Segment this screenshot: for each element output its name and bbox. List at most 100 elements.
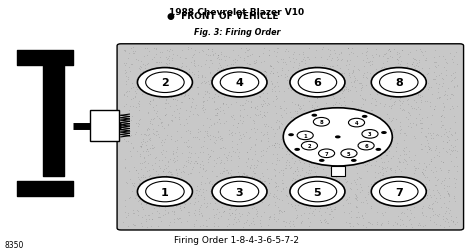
Point [183,195,191,199]
Point [197,182,205,186]
Point [298,59,305,64]
Point [320,69,328,73]
Point [162,99,170,103]
Point [283,112,290,116]
Point [156,67,164,71]
Point [277,138,284,142]
Point [282,48,290,52]
Point [451,185,458,190]
Point [396,124,403,128]
Point [312,184,320,188]
Point [332,101,340,105]
Point [188,186,195,190]
Point [240,108,247,112]
Point [354,205,361,209]
Point [354,177,361,181]
Point [199,101,207,105]
Point [161,155,169,159]
Point [148,144,156,148]
Point [425,145,433,149]
Point [154,133,162,137]
Point [198,75,206,79]
Point [352,137,360,141]
Point [362,61,370,65]
Point [411,169,419,173]
Text: 1: 1 [161,187,169,197]
Point [173,99,181,103]
Point [233,59,241,63]
Point [146,199,154,203]
Point [251,62,259,66]
Point [199,108,207,112]
Point [262,122,270,126]
Point [236,104,244,108]
Point [185,210,193,214]
Point [243,164,251,168]
Point [210,96,218,100]
Point [196,189,203,193]
Point [311,65,319,69]
Point [161,83,168,87]
Point [234,83,241,87]
Point [439,124,447,128]
Point [190,97,197,101]
Point [146,199,154,203]
Point [265,48,273,52]
Point [311,184,319,188]
Point [261,82,269,86]
Point [378,66,386,70]
Point [337,137,345,141]
Point [260,70,268,74]
Point [272,55,280,59]
Point [240,172,247,176]
Point [434,64,441,68]
Point [421,144,429,148]
Point [348,72,356,76]
Point [146,99,154,103]
Point [423,150,431,154]
Point [136,117,143,121]
Point [137,60,145,64]
Point [153,61,161,65]
Point [196,187,204,192]
Point [442,68,450,72]
Point [153,47,160,51]
Point [416,94,424,98]
Point [234,148,241,152]
Point [270,144,277,148]
Point [311,84,319,88]
Point [364,220,372,224]
Point [246,165,254,169]
Point [274,74,282,78]
Point [335,153,342,157]
Point [238,193,246,197]
Point [290,161,297,165]
Point [209,169,216,173]
Point [238,121,246,125]
Point [419,213,427,217]
Point [352,196,360,200]
Point [435,55,443,59]
Point [182,57,190,61]
Point [376,164,383,168]
Point [280,181,287,185]
Point [344,47,352,51]
Point [355,210,362,214]
Point [275,90,283,94]
Point [291,72,298,76]
Point [308,211,316,215]
Point [319,67,327,71]
Point [228,203,236,207]
Point [365,60,372,65]
Point [355,222,362,226]
Point [443,98,451,102]
Point [414,105,421,109]
Point [307,116,314,120]
Point [436,82,443,86]
Point [165,59,173,63]
Point [168,181,176,185]
Point [228,140,236,144]
Point [300,178,308,182]
Point [325,71,332,75]
Point [246,63,254,67]
